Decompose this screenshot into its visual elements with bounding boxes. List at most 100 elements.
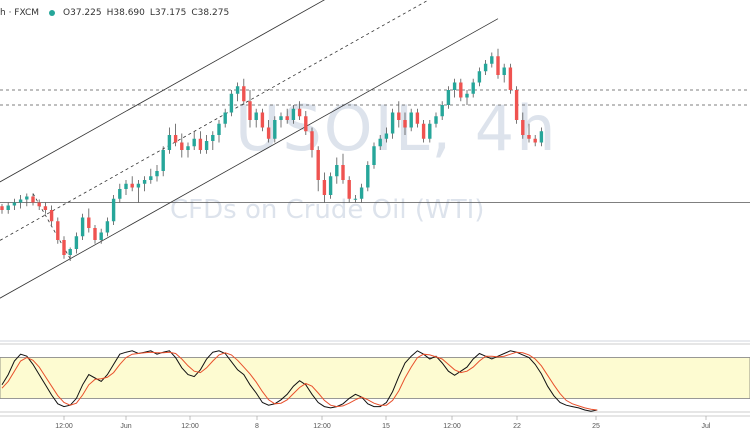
candle-down — [533, 138, 537, 143]
candle-down — [93, 228, 97, 240]
candle-up — [279, 116, 283, 120]
candle-down — [198, 138, 203, 150]
candle-down — [43, 206, 48, 210]
candle-up — [99, 232, 103, 240]
time-tick-label: 25 — [592, 423, 600, 430]
candle-up — [291, 108, 296, 120]
candle-up — [539, 131, 544, 143]
candle-up — [483, 63, 488, 72]
candle-down — [347, 180, 351, 199]
time-tick-label: Jul — [701, 423, 711, 430]
candle-up — [192, 138, 196, 147]
candle-down — [521, 120, 525, 135]
time-tick-label: 12:00 — [443, 423, 461, 430]
symbol-tail[interactable]: h · FXCM — [0, 8, 40, 18]
candle-up — [335, 165, 339, 177]
candle-up — [378, 138, 382, 147]
candle-down — [62, 240, 66, 255]
candle-down — [180, 142, 184, 150]
candle-up — [235, 86, 240, 94]
candle-up — [366, 165, 370, 188]
candle-down — [527, 135, 531, 139]
candle-up — [440, 105, 444, 117]
candle-up — [167, 135, 172, 150]
candle-down — [260, 112, 265, 128]
candle-down — [56, 221, 60, 240]
candle-up — [471, 82, 475, 94]
candle-up — [18, 199, 23, 203]
candle-up — [502, 67, 506, 75]
candle-up — [490, 56, 494, 64]
candle-down — [31, 196, 35, 203]
stochastic-d-line — [1, 351, 598, 411]
candle-up — [142, 180, 147, 184]
candle-up — [149, 176, 153, 180]
candle-up — [111, 198, 116, 222]
candle-up — [136, 183, 141, 188]
candle-up — [434, 116, 438, 124]
candle-down — [403, 120, 407, 128]
candle-down — [304, 116, 308, 132]
candle-up — [229, 93, 234, 113]
candle-down — [37, 202, 41, 207]
candle-up — [409, 112, 413, 128]
candle-up — [211, 135, 215, 141]
candle-down — [49, 210, 54, 222]
high-value: H38.690 — [106, 8, 145, 18]
channel-lower-line — [0, 18, 499, 299]
candle-up — [204, 141, 209, 150]
candle-up — [353, 198, 358, 200]
time-tick-label: 12:00 — [181, 423, 199, 430]
candle-up — [12, 202, 17, 206]
candle-up — [384, 133, 389, 139]
candle-down — [514, 90, 519, 120]
candle-up — [359, 187, 364, 199]
time-tick-label: 15 — [382, 423, 390, 430]
candle-up — [223, 112, 227, 124]
candle-up — [118, 189, 122, 199]
candle-up — [74, 236, 79, 249]
watermark-symbol: USOIL, 4h — [235, 92, 558, 165]
candle-up — [390, 112, 395, 134]
candle-up — [80, 217, 85, 237]
candle-up — [273, 120, 277, 139]
candle-up — [477, 71, 482, 83]
candle-down — [87, 217, 91, 228]
time-tick-label: 12:00 — [313, 423, 331, 430]
candle-up — [465, 93, 469, 98]
stochastic-band — [0, 357, 750, 399]
low-value: L37.175 — [149, 8, 187, 18]
candle-down — [130, 183, 134, 188]
candle-up — [254, 112, 258, 120]
candle-down — [242, 86, 246, 102]
channel-upper-line — [0, 0, 325, 183]
candle-up — [428, 123, 432, 139]
candle-down — [508, 67, 513, 90]
candle-up — [155, 171, 159, 177]
candle-down — [173, 135, 178, 143]
candle-up — [217, 123, 221, 135]
candle-up — [68, 249, 72, 255]
candle-down — [248, 101, 252, 120]
candle-down — [0, 206, 4, 210]
candle-up — [161, 150, 165, 171]
watermark-description: CFDs on Crude Oil (WTI) — [170, 195, 485, 225]
candle-up — [452, 82, 457, 90]
candle-down — [310, 131, 314, 150]
candle-up — [446, 90, 451, 105]
candle-down — [397, 112, 401, 120]
close-value: C38.275 — [191, 8, 230, 18]
candle-up — [25, 196, 29, 200]
candle-up — [186, 146, 190, 150]
candle-down — [459, 82, 463, 98]
open-value: O37.225 — [63, 8, 102, 18]
time-tick-label: 12:00 — [55, 423, 73, 430]
time-tick-label: Jun — [120, 423, 132, 430]
candle-down — [297, 108, 302, 117]
candle-down — [415, 112, 420, 124]
candle-down — [496, 56, 500, 75]
market-open-dot-icon — [49, 10, 56, 16]
time-tick-label: 22 — [513, 423, 521, 430]
